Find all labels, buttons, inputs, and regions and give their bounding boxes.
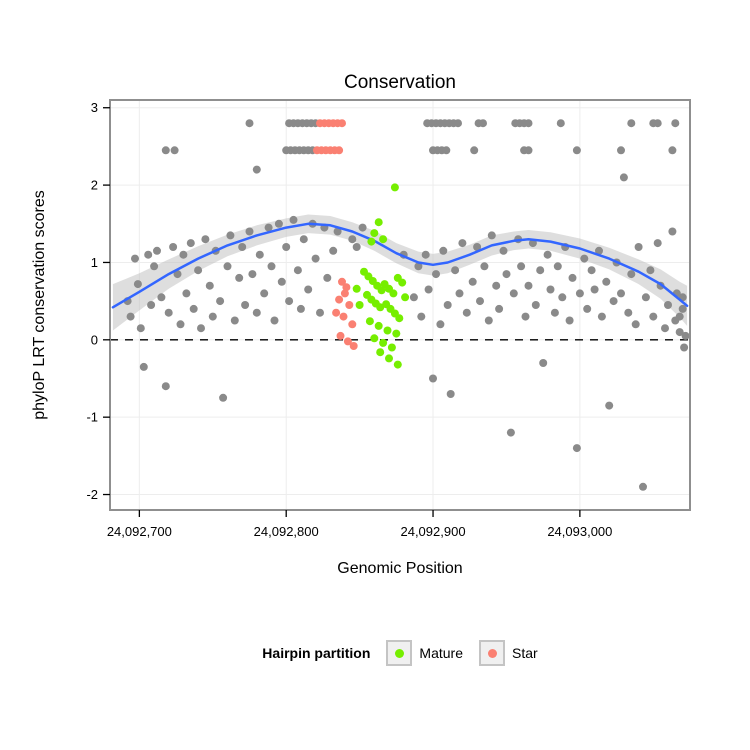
legend-item-mature: Mature — [386, 640, 463, 666]
legend-key-box-mature — [386, 640, 413, 666]
legend-title: Hairpin partition — [262, 645, 371, 661]
points-star — [313, 119, 358, 350]
legend-label-mature: Mature — [419, 645, 463, 661]
x-axis: 24,092,700 24,092,800 24,092,900 24,093,000 — [107, 510, 612, 539]
confidence-band — [112, 214, 688, 331]
y-tick-label: 0 — [91, 332, 98, 347]
legend-key-box-star — [479, 640, 505, 666]
x-tick-label: 24,092,900 — [400, 524, 465, 539]
smooth-trend-line — [111, 222, 689, 309]
plot-area: 24,092,700 24,092,800 24,092,900 24,093,000… — [86, 99, 691, 539]
legend: Hairpin partition Mature Star — [110, 640, 690, 666]
chart-title: Conservation — [344, 72, 456, 93]
x-axis-label: Genomic Position — [337, 560, 463, 577]
panel-background — [110, 100, 690, 510]
y-tick-label: 3 — [91, 100, 98, 115]
x-tick-label: 24,092,800 — [254, 524, 319, 539]
panel-border — [109, 99, 691, 511]
y-tick-label: -1 — [86, 410, 98, 425]
star-dot-icon — [487, 648, 497, 658]
y-tick-label: 2 — [91, 178, 98, 193]
x-tick-label: 24,092,700 — [107, 524, 172, 539]
y-axis-label: phyloP LRT conservation scores — [31, 190, 48, 420]
y-tick-label: -2 — [86, 487, 98, 502]
y-tick-label: 1 — [91, 255, 98, 270]
y-axis: 3 2 1 0 -1 -2 — [86, 100, 110, 502]
legend-label-star: Star — [512, 645, 538, 661]
legend-item-star: Star — [479, 640, 538, 666]
points-mature — [352, 183, 410, 369]
mature-dot-icon — [394, 648, 404, 658]
x-tick-label: 24,093,000 — [547, 524, 612, 539]
